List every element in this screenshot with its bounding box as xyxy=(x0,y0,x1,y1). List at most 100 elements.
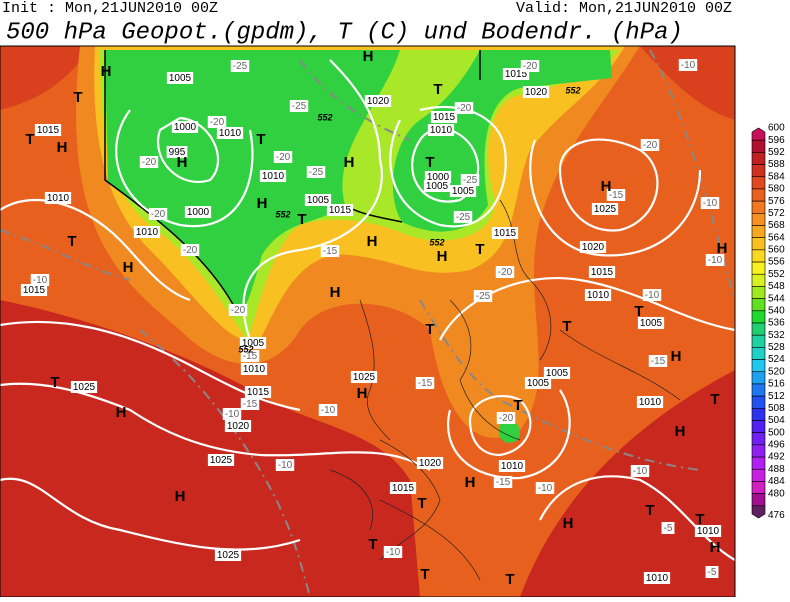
pressure-label: 1025 xyxy=(70,381,98,393)
pressure-label-box xyxy=(207,454,235,466)
pressure-label-box xyxy=(449,185,477,197)
pressure-center: T xyxy=(297,211,306,228)
pressure-label: 1010 xyxy=(44,192,72,204)
pressure-label: 1015 xyxy=(389,482,417,494)
pressure-label: 1010 xyxy=(584,289,612,301)
pressure-label: 1000 xyxy=(184,206,212,218)
cold-region xyxy=(498,420,520,443)
pressure-center: H xyxy=(601,178,612,195)
pressure-label: 1010 xyxy=(133,226,161,238)
pressure-center: H xyxy=(357,385,368,402)
pressure-label-box xyxy=(171,121,199,133)
temperature-label-text: -25 xyxy=(309,167,324,178)
colorbar-label: 516 xyxy=(768,379,785,390)
temperature-label-text: -10 xyxy=(681,60,696,71)
pressure-label-box xyxy=(216,127,244,139)
temperature-label-text: -20 xyxy=(643,140,658,151)
temperature-label-box xyxy=(180,244,200,256)
pressure-label: 1015 xyxy=(430,111,458,123)
pressure-center: T xyxy=(420,566,429,583)
temperature-label-text: -10 xyxy=(645,290,660,301)
pressure-label: 1020 xyxy=(224,420,252,432)
pressure-label-box xyxy=(214,549,242,561)
colorbar-swatch xyxy=(751,127,766,141)
temperature-label-box xyxy=(383,546,403,558)
colorbar-swatch xyxy=(751,188,766,202)
pressure-label-text: 1000 xyxy=(427,172,450,183)
pressure-label-text: 1015 xyxy=(392,483,415,494)
colorbar-swatch xyxy=(751,176,766,190)
temperature-label-box xyxy=(228,304,248,316)
colorbar-label: 492 xyxy=(768,452,785,463)
pressure-label-box xyxy=(133,226,161,238)
geopotential-label: 552 xyxy=(317,112,332,122)
temperature-label-text: -10 xyxy=(321,405,336,416)
colorbar-swatch xyxy=(751,200,766,214)
temperature-label-box xyxy=(320,245,340,257)
colorbar-label: 560 xyxy=(768,245,785,256)
pressure-center: T xyxy=(425,321,434,338)
temperature-label: -25 xyxy=(230,60,250,72)
pressure-label-text: 1015 xyxy=(433,112,456,123)
temperature-label-text: -25 xyxy=(292,101,307,112)
temperature-label-box xyxy=(222,408,242,420)
pressure-label-box xyxy=(44,192,72,204)
pressure-label-box xyxy=(166,146,188,158)
pressure-center: H xyxy=(101,63,112,80)
colorbar-swatch xyxy=(751,408,766,421)
pressure-label-text: 1005 xyxy=(307,195,330,206)
colorbar-label: 484 xyxy=(768,476,785,487)
pressure-center: H xyxy=(57,139,68,156)
pressure-center: T xyxy=(25,131,34,148)
temperature-label-text: -15 xyxy=(243,351,258,362)
pressure-label-text: 1020 xyxy=(582,242,605,253)
pressure-center: T xyxy=(50,374,59,391)
temperature-label: -25 xyxy=(453,211,473,223)
pressure-label: 1005 xyxy=(449,185,477,197)
colorbar-label: 552 xyxy=(768,269,785,280)
colorbar-swatch xyxy=(751,213,766,226)
pressure-label-text: 1005 xyxy=(169,73,192,84)
colorbar-label: 480 xyxy=(768,488,785,499)
pressure-label-box xyxy=(304,194,332,206)
pressure-label-text: 1015 xyxy=(505,69,528,80)
pressure-label-box xyxy=(543,367,571,379)
pressure-label: 1005 xyxy=(637,317,665,329)
pressure-center: H xyxy=(363,48,374,65)
pressure-label-text: 1020 xyxy=(367,96,390,107)
temperature-label: -15 xyxy=(240,350,260,362)
pressure-center: T xyxy=(634,303,643,320)
pressure-label-box xyxy=(694,525,722,537)
temperature-label-text: -15 xyxy=(496,477,511,488)
pressure-label-text: 1005 xyxy=(242,338,265,349)
init-time: Init : Mon,21JUN2010 00Z xyxy=(2,0,218,17)
pressure-label-text: 1015 xyxy=(23,285,46,296)
temperature-label-box xyxy=(535,482,555,494)
temperature-label-text: -20 xyxy=(142,157,157,168)
pressure-label-text: 1005 xyxy=(426,181,449,192)
temperature-label-text: -20 xyxy=(183,245,198,256)
pressure-center: T xyxy=(562,318,571,335)
temperature-label-box xyxy=(520,60,540,72)
colorbar-swatch xyxy=(751,432,766,446)
pressure-label-box xyxy=(498,460,526,472)
temperature-label-text: -10 xyxy=(33,275,48,286)
pressure-center: H xyxy=(675,423,686,440)
temperature-label-text: -25 xyxy=(456,212,471,223)
pressure-label: 1010 xyxy=(498,460,526,472)
pressure-label: 1005 xyxy=(524,377,552,389)
pressure-label-box xyxy=(636,396,664,408)
pressure-label: 1025 xyxy=(591,203,619,215)
temperature-label-box xyxy=(240,398,260,410)
pressure-center: H xyxy=(123,259,134,276)
pressure-label-text: 1015 xyxy=(37,125,60,136)
colorbar-label: 528 xyxy=(768,342,785,353)
temperature-label-box xyxy=(207,116,227,128)
temperature-label-text: -20 xyxy=(151,209,166,220)
temperature-label-box xyxy=(642,289,662,301)
pressure-label-text: 1015 xyxy=(591,267,614,278)
temperature-label-text: -5 xyxy=(664,523,673,534)
pressure-label: 1010 xyxy=(259,170,287,182)
colorbar-label: 540 xyxy=(768,305,785,316)
pressure-label-box xyxy=(244,386,272,398)
